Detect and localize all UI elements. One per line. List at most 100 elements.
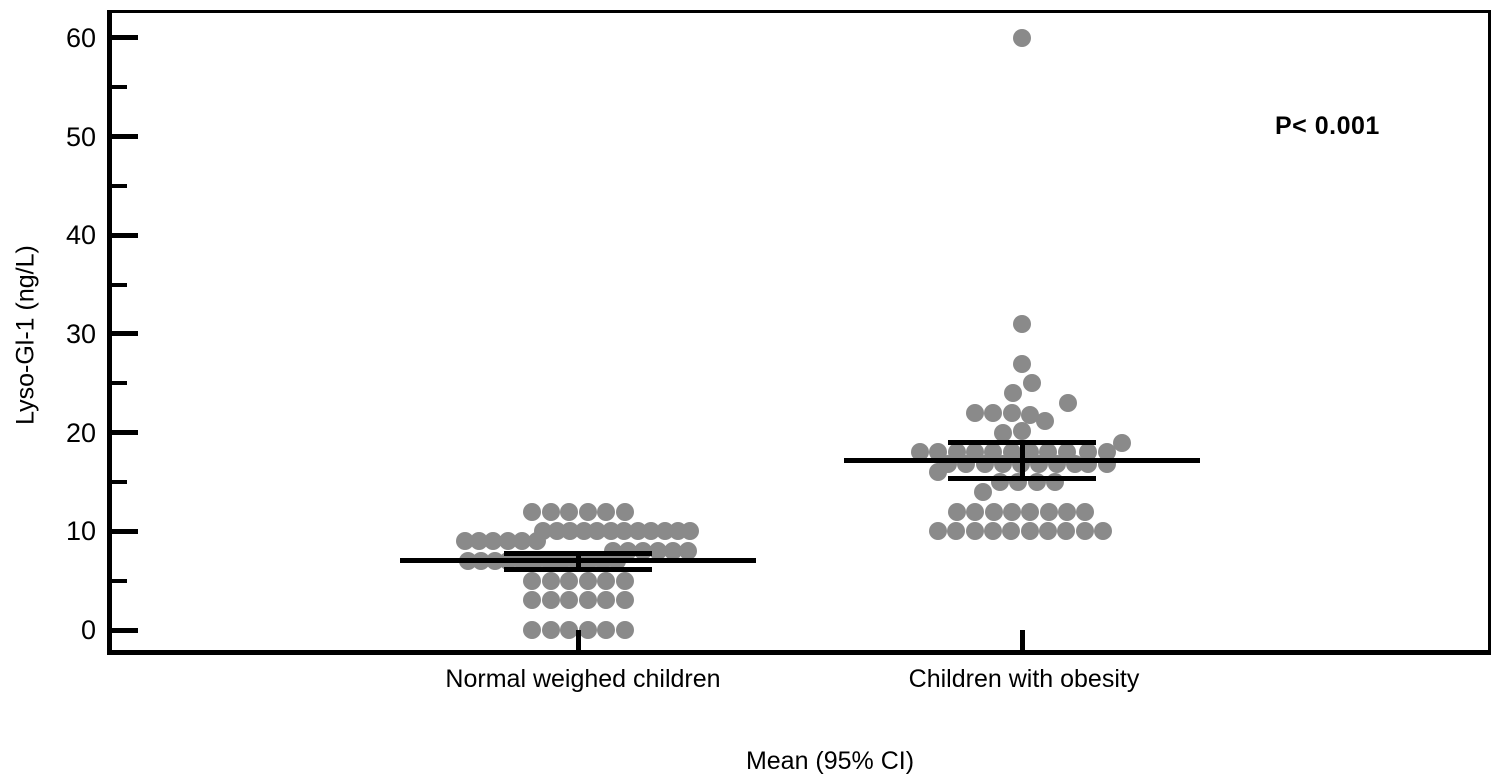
- data-point: [1076, 522, 1094, 541]
- data-point: [1039, 522, 1057, 541]
- y-major-tick: [112, 528, 138, 534]
- y-tick-label: 20: [65, 417, 96, 448]
- data-point: [649, 542, 667, 561]
- plot-inner: [112, 13, 1488, 650]
- data-point: [560, 502, 578, 521]
- data-point: [929, 522, 947, 541]
- data-point: [484, 532, 502, 551]
- data-point: [1021, 405, 1039, 424]
- data-point: [597, 571, 615, 590]
- data-point: [616, 571, 634, 590]
- data-point: [579, 571, 597, 590]
- data-point: [560, 621, 578, 639]
- y-major-tick: [112, 430, 138, 436]
- data-point: [974, 482, 992, 501]
- y-tick-label: 30: [65, 318, 96, 349]
- data-point: [1002, 522, 1020, 541]
- data-point: [1023, 374, 1041, 393]
- data-point: [966, 522, 984, 541]
- group-label-normal-weighed-children: Normal weighed children: [445, 665, 721, 693]
- data-point: [929, 463, 947, 482]
- data-point: [1113, 433, 1131, 452]
- data-point: [947, 522, 965, 541]
- data-point: [579, 591, 597, 610]
- data-point: [1059, 394, 1077, 413]
- y-minor-tick: [112, 282, 127, 287]
- data-point: [642, 522, 660, 541]
- y-minor-tick: [112, 381, 127, 386]
- data-point: [1003, 502, 1021, 521]
- data-point: [1004, 384, 1022, 403]
- y-major-tick: [112, 35, 138, 41]
- data-point: [985, 502, 1003, 521]
- data-point: [1013, 354, 1031, 373]
- data-point: [542, 591, 560, 610]
- ci-cap-lower: [504, 567, 652, 573]
- y-major-tick: [112, 134, 138, 140]
- data-point: [1036, 411, 1054, 430]
- data-point: [523, 502, 541, 521]
- y-tick-label: 0: [80, 615, 96, 645]
- data-point: [1076, 502, 1094, 521]
- ci-whisker: [575, 553, 581, 570]
- data-point: [911, 443, 929, 462]
- data-point: [560, 571, 578, 590]
- data-point: [679, 542, 697, 561]
- data-point: [597, 621, 615, 639]
- data-point: [528, 532, 546, 551]
- data-point: [681, 522, 699, 541]
- data-point: [579, 621, 597, 639]
- y-tick-label: 50: [65, 121, 96, 152]
- y-tick-label: 40: [65, 220, 96, 251]
- plot-area: [107, 10, 1491, 655]
- data-point: [597, 502, 615, 521]
- y-tick-label: 10: [65, 516, 96, 547]
- data-point: [966, 502, 984, 521]
- x-tick: [575, 630, 581, 650]
- data-point: [616, 621, 634, 639]
- p-value-annotation: P< 0.001: [1275, 112, 1380, 140]
- data-point: [597, 591, 615, 610]
- y-major-tick: [112, 232, 138, 238]
- data-point: [1057, 522, 1075, 541]
- data-point: [513, 532, 531, 551]
- data-point: [499, 532, 517, 551]
- y-tick-label: 60: [65, 22, 96, 53]
- data-point: [579, 502, 597, 521]
- data-point: [664, 542, 682, 561]
- data-point: [542, 502, 560, 521]
- data-point: [1013, 28, 1031, 47]
- data-point: [1003, 403, 1021, 422]
- data-point: [523, 621, 541, 639]
- x-axis-title: Mean (95% CI): [745, 747, 915, 775]
- data-point: [1058, 502, 1076, 521]
- data-point: [1021, 502, 1039, 521]
- data-point: [1013, 315, 1031, 334]
- y-major-tick: [112, 331, 138, 337]
- data-point: [966, 403, 984, 422]
- data-point: [456, 532, 474, 551]
- data-point: [560, 591, 578, 610]
- y-minor-tick: [112, 183, 127, 188]
- group-label-children-with-obesity: Children with obesity: [908, 665, 1140, 693]
- y-major-tick: [112, 627, 138, 633]
- data-point: [615, 522, 633, 541]
- data-point: [561, 522, 579, 541]
- ci-whisker: [1019, 442, 1025, 479]
- data-point: [523, 571, 541, 590]
- data-point: [1021, 522, 1039, 541]
- data-point: [948, 502, 966, 521]
- data-point: [1094, 522, 1112, 541]
- y-minor-tick: [112, 578, 127, 583]
- y-minor-tick: [112, 85, 127, 90]
- data-point: [984, 403, 1002, 422]
- data-point: [470, 532, 488, 551]
- data-point: [542, 621, 560, 639]
- data-point: [588, 522, 606, 541]
- data-point: [1013, 421, 1031, 440]
- data-point: [616, 591, 634, 610]
- x-tick: [1019, 630, 1025, 650]
- data-point: [616, 502, 634, 521]
- data-point: [542, 571, 560, 590]
